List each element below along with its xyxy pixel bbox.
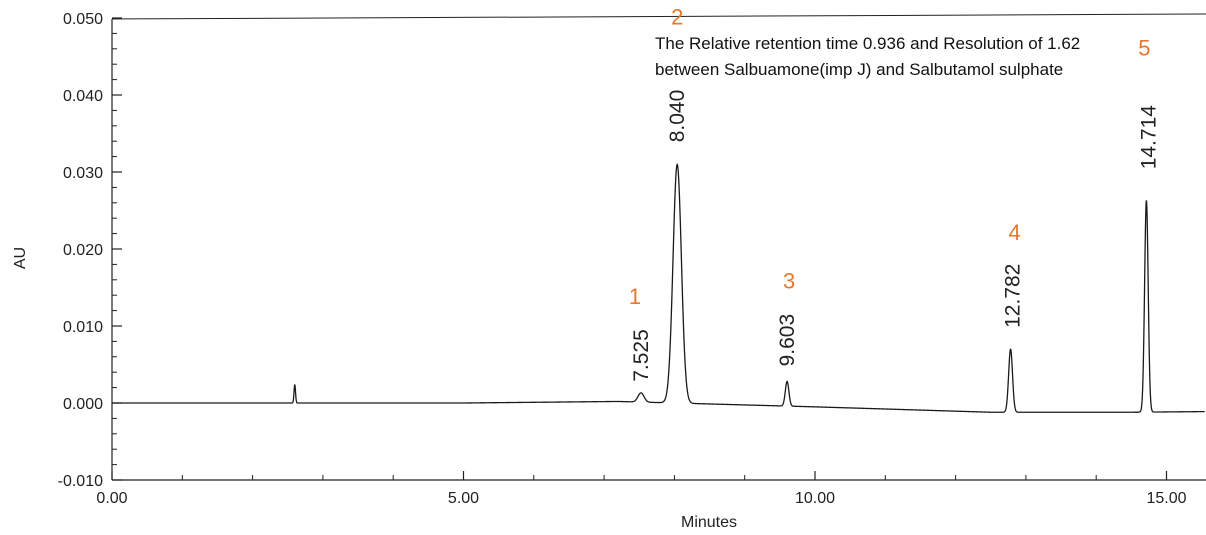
x-tick-label: 10.00 (795, 490, 835, 507)
peak-rt-label: 14.714 (1137, 105, 1160, 170)
y-tick-label: 0.030 (63, 165, 103, 182)
peak-rt-label: 9.603 (776, 314, 799, 367)
peak-number-label: 2 (671, 4, 683, 29)
axes-layer: -0.010 0.000 0.010 0.020 0.030 0.040 0.050 0.00… (58, 11, 1206, 507)
peak-rt-label: 8.040 (666, 90, 689, 143)
annotation-line-1: The Relative retention time 0.936 and Re… (655, 34, 1080, 53)
top-border-line (111, 13, 1206, 20)
peak-rt-label: 7.525 (630, 329, 653, 382)
x-tick-label: 0.00 (96, 490, 127, 507)
y-tick-label: 0.040 (63, 88, 103, 105)
x-tick-label: 15.00 (1146, 490, 1186, 507)
chromatogram-trace (112, 162, 1205, 413)
peak-number-label: 3 (783, 268, 795, 293)
annotation-line-2: between Salbuamone(imp J) and Salbutamol… (655, 60, 1063, 79)
y-tick-label: -0.010 (58, 473, 103, 490)
trace-layer (112, 162, 1205, 413)
peak-rt-label: 12.782 (1002, 264, 1025, 328)
peak-number-label: 5 (1138, 35, 1150, 60)
y-tick-label: 0.020 (63, 242, 103, 259)
y-tick-label: 0.050 (63, 11, 103, 28)
x-tick-label: 5.00 (448, 490, 479, 507)
labels-layer: 7.525 1 8.040 2 9.603 3 12.782 4 14.714 5 (629, 4, 1161, 382)
peak-number-label: 4 (1008, 220, 1020, 245)
y-tick-label: 0.000 (63, 396, 103, 413)
x-axis-title: Minutes (681, 514, 737, 531)
y-tick-label: 0.010 (63, 319, 103, 336)
y-axis-title: AU (12, 247, 29, 269)
peak-number-label: 1 (629, 284, 641, 309)
